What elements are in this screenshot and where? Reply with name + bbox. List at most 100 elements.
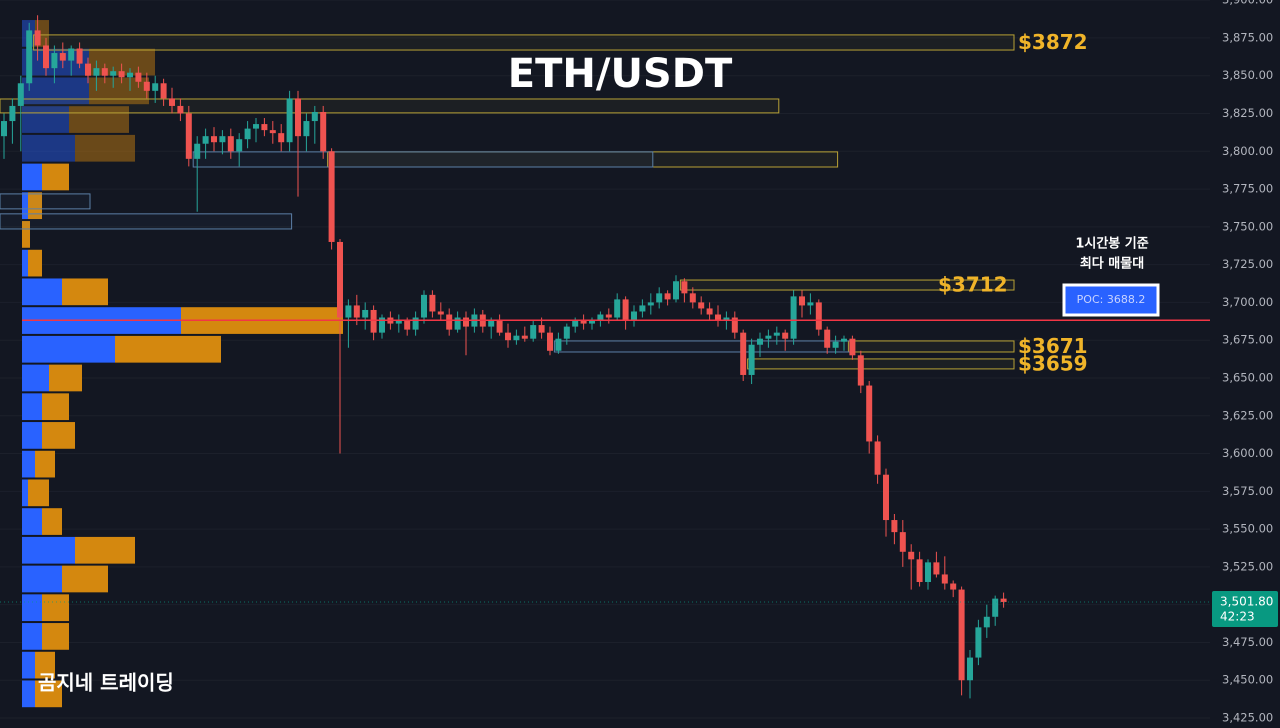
candle-body	[933, 562, 940, 575]
candle-body	[353, 305, 360, 318]
zone	[847, 340, 1015, 353]
candle-body	[110, 71, 117, 76]
zone-label: $3712	[938, 273, 1008, 297]
profile-sell	[42, 623, 69, 650]
last-price-label: 3,501.80	[1220, 594, 1273, 608]
candle-body	[521, 335, 528, 339]
profile-sell	[62, 278, 108, 306]
profile-sell	[42, 508, 62, 535]
candle-body	[51, 53, 58, 69]
chart-title: ETH/USDT	[508, 51, 733, 97]
candle-body	[236, 139, 243, 152]
candle-body	[740, 332, 747, 375]
candle-body	[227, 136, 234, 152]
profile-buy	[22, 508, 42, 535]
y-tick-label: 3,700.00	[1222, 295, 1273, 309]
candle-body	[185, 113, 192, 159]
zone-label: $3671	[1018, 334, 1088, 358]
candle-body	[454, 317, 461, 330]
candle-body	[916, 559, 923, 583]
candle-body	[555, 338, 562, 351]
y-tick-label: 3,550.00	[1222, 522, 1273, 536]
candle-body	[93, 68, 100, 76]
candles	[1, 15, 1007, 699]
profile-buy	[22, 278, 62, 306]
candle-body	[169, 98, 175, 106]
profile-buy	[22, 450, 35, 478]
candle-body	[530, 325, 537, 339]
profile-sell	[42, 163, 69, 191]
y-tick-label: 3,725.00	[1222, 257, 1273, 271]
zone-label: $3872	[1018, 30, 1088, 54]
price-axis: 3,900.00 3,875.00 3,850.00 3,825.00 3,800.00…	[1210, 0, 1280, 728]
profile-sell	[89, 77, 149, 105]
candle-body	[1, 121, 7, 137]
profile-sell	[28, 479, 49, 507]
candle-body	[328, 151, 335, 242]
profile-buy	[22, 77, 89, 105]
y-tick-label: 3,425.00	[1222, 711, 1273, 725]
zone	[192, 151, 654, 168]
poc-note: 최다 매물대	[1080, 256, 1144, 272]
candle-body	[698, 302, 705, 309]
profile-buy	[22, 134, 75, 162]
profile-buy	[22, 623, 42, 650]
profile-sell	[62, 565, 108, 593]
candle-body	[26, 30, 33, 84]
candle-body	[891, 520, 898, 533]
candle-body	[488, 320, 495, 327]
candle-body	[286, 98, 293, 143]
candle-body	[673, 281, 679, 300]
grid	[0, 0, 1210, 718]
candle-body	[790, 296, 797, 339]
profile-sell	[28, 249, 42, 277]
y-tick-label: 3,625.00	[1222, 408, 1273, 422]
candle-body	[815, 302, 822, 330]
y-tick-label: 3,775.00	[1222, 182, 1273, 196]
candle-body	[715, 314, 721, 321]
candle-body	[244, 128, 251, 140]
profile-sell	[28, 192, 42, 220]
candle-body	[219, 136, 226, 143]
candle-body	[664, 293, 671, 300]
candle-body	[76, 48, 83, 64]
profile-sell	[49, 364, 82, 392]
candle-body	[874, 441, 881, 475]
profile-buy	[22, 536, 75, 564]
profile-buy	[22, 594, 42, 622]
candle-body	[362, 309, 369, 318]
zone	[553, 340, 855, 353]
candle-body	[782, 332, 789, 339]
candle-body	[337, 241, 343, 318]
candle-body	[622, 299, 629, 321]
profile-sell	[42, 393, 69, 421]
watermark: 곰지네 트레이딩	[38, 671, 174, 695]
candle-body	[211, 136, 217, 143]
last-price-box	[1212, 590, 1278, 627]
candle-body	[85, 63, 91, 76]
candle-body	[563, 326, 570, 339]
y-tick-label: 3,750.00	[1222, 219, 1273, 233]
candle-body	[597, 314, 604, 321]
candle-body	[412, 317, 419, 330]
profile-buy	[22, 163, 42, 191]
candle-body	[135, 72, 142, 82]
candle-body	[656, 293, 663, 303]
y-tick-label: 3,575.00	[1222, 484, 1273, 498]
zones: $3872 $3712 $3671$3659	[0, 30, 1088, 375]
candle-body	[647, 302, 654, 306]
candle-body	[689, 293, 696, 303]
candle-body	[757, 338, 763, 345]
candle-body	[605, 314, 612, 318]
y-tick-label: 3,475.00	[1222, 635, 1273, 649]
candle-body	[17, 83, 24, 106]
candle-body	[437, 311, 444, 315]
candle-body	[1000, 598, 1007, 602]
candle-body	[127, 72, 133, 78]
candle-body	[311, 111, 318, 122]
profile-sell	[35, 680, 62, 708]
candle-body	[866, 385, 873, 442]
zone	[0, 213, 293, 230]
